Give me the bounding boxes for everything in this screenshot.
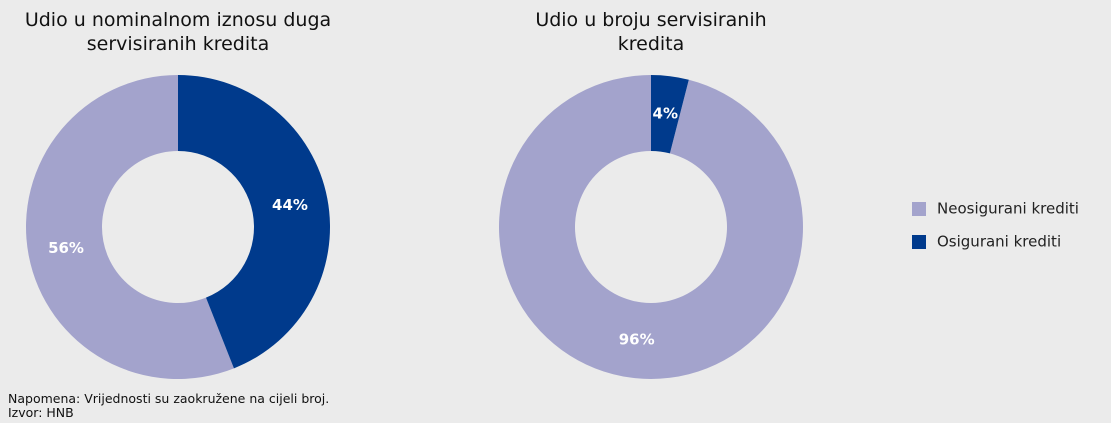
legend-label: Osigurani krediti <box>937 233 1061 251</box>
donut-slice <box>26 75 234 379</box>
legend-swatch <box>912 202 926 216</box>
chart-title: Udio u nominalnom iznosu duga servisiran… <box>24 9 332 55</box>
donut-slice <box>499 75 803 380</box>
legend-label: Neosigurani krediti <box>937 200 1079 218</box>
legend-swatch <box>912 235 926 249</box>
donut-slice <box>178 75 330 369</box>
data-label: 44% <box>272 196 308 214</box>
source: Izvor: HNB <box>8 405 74 420</box>
data-label: 96% <box>619 331 655 349</box>
data-label: 56% <box>48 239 84 257</box>
chart-title: Udio u broju servisiranih kredita <box>535 9 767 55</box>
data-label: 4% <box>653 104 678 122</box>
note: Napomena: Vrijednosti su zaokružene na c… <box>8 391 330 406</box>
donut-slice <box>651 75 689 154</box>
